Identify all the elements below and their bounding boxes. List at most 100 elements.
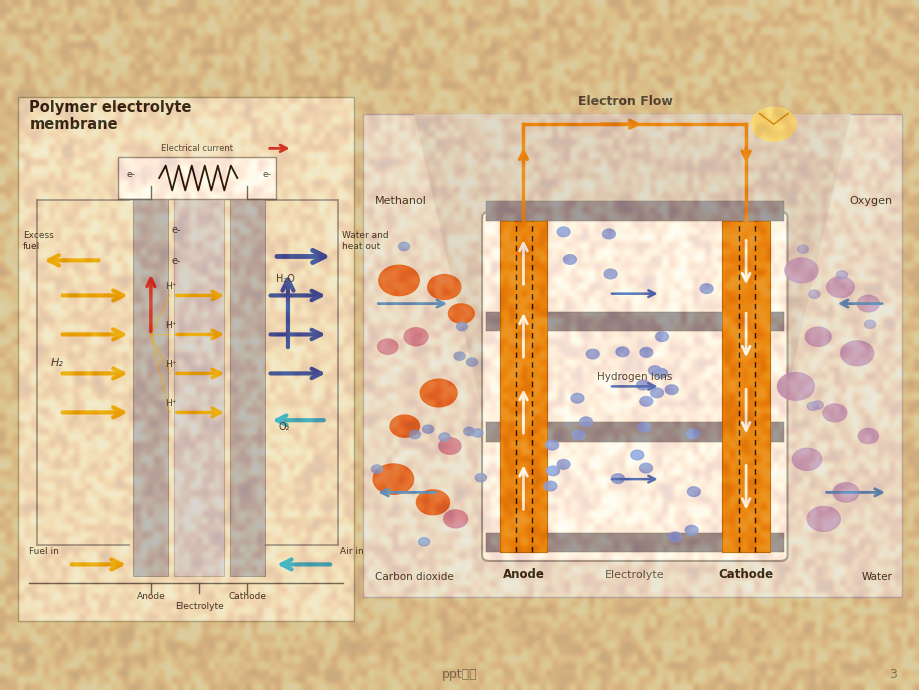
Circle shape: [602, 229, 615, 239]
Circle shape: [791, 448, 821, 471]
Circle shape: [840, 341, 873, 366]
Text: Anode: Anode: [502, 568, 544, 580]
Text: Excess
fuel: Excess fuel: [23, 231, 53, 250]
Circle shape: [443, 510, 467, 528]
Circle shape: [438, 433, 449, 441]
Circle shape: [604, 269, 617, 279]
Circle shape: [571, 393, 584, 403]
Circle shape: [418, 538, 429, 546]
Circle shape: [379, 265, 419, 295]
Text: H⁺: H⁺: [165, 399, 176, 408]
Circle shape: [585, 349, 598, 359]
FancyBboxPatch shape: [363, 114, 901, 597]
Circle shape: [751, 108, 795, 141]
Circle shape: [563, 255, 576, 264]
Circle shape: [699, 284, 712, 293]
Text: Water and
heat out: Water and heat out: [342, 231, 389, 250]
Circle shape: [371, 465, 382, 473]
Text: 3: 3: [888, 669, 896, 681]
Text: Anode: Anode: [136, 592, 165, 601]
Text: e-: e-: [171, 256, 180, 266]
Circle shape: [650, 388, 663, 397]
FancyBboxPatch shape: [230, 186, 265, 576]
FancyBboxPatch shape: [482, 212, 787, 561]
FancyBboxPatch shape: [721, 221, 769, 552]
Circle shape: [572, 431, 584, 440]
FancyBboxPatch shape: [174, 186, 224, 576]
Circle shape: [636, 380, 649, 390]
Circle shape: [664, 385, 677, 395]
Text: H₂O: H₂O: [276, 274, 295, 284]
Text: H⁺: H⁺: [165, 359, 176, 368]
Circle shape: [638, 422, 651, 432]
Text: Polymer electrolyte
membrane: Polymer electrolyte membrane: [29, 100, 192, 132]
Circle shape: [398, 242, 409, 250]
Circle shape: [409, 431, 420, 439]
Circle shape: [466, 358, 477, 366]
FancyBboxPatch shape: [485, 533, 783, 552]
Text: Methanol: Methanol: [375, 195, 426, 206]
Circle shape: [454, 352, 465, 360]
Circle shape: [686, 428, 699, 438]
Text: H₂: H₂: [51, 357, 63, 368]
Circle shape: [808, 290, 819, 298]
Circle shape: [797, 245, 808, 253]
Circle shape: [777, 373, 813, 400]
Circle shape: [377, 339, 397, 354]
Circle shape: [806, 506, 839, 531]
Circle shape: [543, 481, 556, 491]
Text: e-: e-: [127, 170, 136, 179]
Circle shape: [579, 417, 592, 426]
Circle shape: [857, 295, 879, 312]
Circle shape: [390, 415, 419, 437]
Circle shape: [685, 525, 698, 535]
Circle shape: [438, 437, 460, 454]
Circle shape: [686, 487, 699, 497]
Circle shape: [456, 322, 467, 331]
Circle shape: [655, 332, 668, 342]
Text: Electrolyte: Electrolyte: [175, 602, 223, 611]
Polygon shape: [414, 114, 850, 555]
Text: Hydrogen Ions: Hydrogen Ions: [596, 372, 672, 382]
Circle shape: [804, 327, 830, 346]
Circle shape: [640, 348, 652, 357]
Text: O₂: O₂: [278, 422, 290, 432]
Circle shape: [416, 490, 449, 515]
Circle shape: [616, 347, 629, 357]
FancyBboxPatch shape: [485, 422, 783, 442]
Text: Cathode: Cathode: [718, 568, 773, 580]
Text: Air in: Air in: [340, 547, 364, 557]
Circle shape: [864, 320, 875, 328]
Circle shape: [448, 304, 473, 323]
Circle shape: [630, 450, 643, 460]
Circle shape: [784, 258, 817, 283]
Text: H⁺: H⁺: [165, 321, 176, 330]
Circle shape: [463, 427, 474, 435]
Circle shape: [427, 275, 460, 299]
Circle shape: [475, 473, 486, 482]
Circle shape: [833, 483, 858, 502]
Text: H⁺: H⁺: [165, 282, 176, 290]
Circle shape: [639, 397, 652, 406]
Circle shape: [422, 425, 433, 433]
FancyBboxPatch shape: [18, 97, 354, 621]
Circle shape: [806, 402, 817, 411]
Circle shape: [639, 463, 652, 473]
FancyBboxPatch shape: [485, 201, 783, 221]
Circle shape: [654, 368, 667, 378]
Text: e-: e-: [262, 170, 271, 179]
Circle shape: [826, 277, 854, 297]
Text: Water: Water: [860, 571, 891, 582]
Circle shape: [471, 428, 482, 437]
Circle shape: [373, 464, 414, 494]
Circle shape: [403, 328, 427, 346]
Circle shape: [668, 532, 681, 542]
FancyBboxPatch shape: [133, 186, 168, 576]
Circle shape: [557, 460, 570, 469]
Circle shape: [557, 227, 570, 237]
FancyBboxPatch shape: [118, 157, 276, 199]
Text: Electrical current: Electrical current: [161, 144, 233, 153]
Circle shape: [811, 401, 823, 409]
Circle shape: [857, 428, 878, 444]
Text: Electrolyte: Electrolyte: [605, 569, 664, 580]
